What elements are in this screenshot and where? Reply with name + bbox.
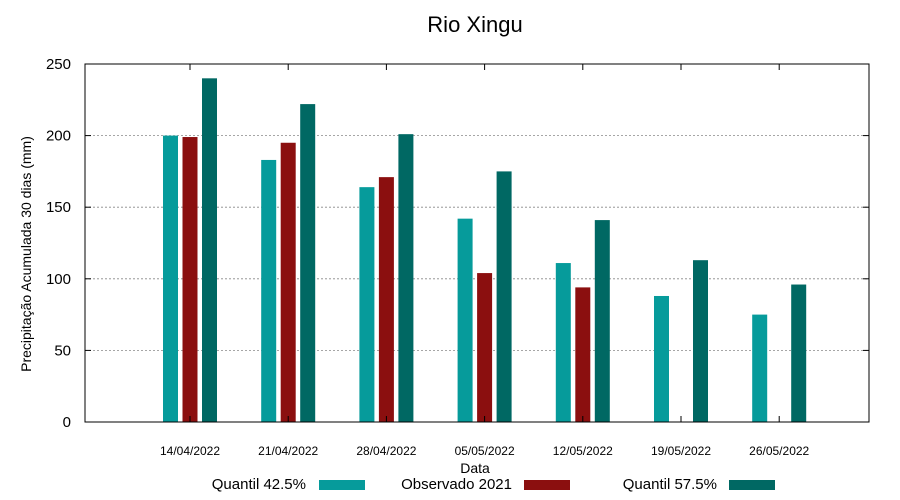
bar-quantil-42-5-1: [261, 159, 277, 422]
y-tick-label: 200: [46, 128, 71, 145]
y-tick-label: 50: [54, 342, 71, 359]
bar-quantil-57-5-5: [693, 260, 708, 422]
x-tick-label: 14/04/2022: [160, 444, 220, 458]
legend-label: Quantil 42.5%: [212, 476, 306, 493]
legend: Quantil 42.5% Observado 2021 Quantil 57.5%: [212, 476, 775, 493]
y-tick-label: 150: [46, 199, 71, 216]
bar-quantil-42-5-6: [752, 314, 768, 422]
gridlines: [85, 135, 869, 351]
x-tick-label: 21/04/2022: [258, 444, 318, 458]
legend-label: Observado 2021: [401, 476, 512, 493]
bar-quantil-57-5-6: [791, 284, 807, 422]
legend-swatch: [319, 480, 365, 490]
bar-observado-2021-0: [182, 137, 198, 423]
bar-quantil-57-5-2: [398, 134, 414, 422]
y-axis-label: Precipitação Acumulada 30 dias (mm): [18, 136, 34, 372]
legend-label: Quantil 57.5%: [623, 476, 717, 493]
y-axis-ticks: 0 50 100 150 200 250: [46, 56, 869, 431]
bar-quantil-57-5-0: [202, 78, 217, 422]
bars: [163, 78, 807, 423]
x-tick-label: 19/05/2022: [651, 444, 711, 458]
x-tick-label: 28/04/2022: [356, 444, 416, 458]
chart-title: Rio Xingu: [427, 12, 522, 37]
bar-observado-2021-1: [280, 142, 296, 422]
y-tick-label: 0: [63, 414, 71, 431]
plot-frame: [84, 63, 870, 423]
legend-swatch: [729, 480, 775, 490]
bar-quantil-42-5-4: [555, 263, 571, 422]
y-tick-label: 250: [46, 56, 71, 73]
bar-quantil-42-5-5: [654, 295, 669, 422]
bar-quantil-57-5-3: [496, 171, 512, 422]
x-tick-label: 26/05/2022: [749, 444, 809, 458]
x-tick-label: 12/05/2022: [553, 444, 613, 458]
bar-quantil-42-5-0: [163, 135, 178, 422]
bar-quantil-42-5-3: [457, 218, 473, 422]
bar-quantil-57-5-4: [594, 220, 610, 422]
bar-quantil-42-5-2: [359, 187, 375, 422]
bar-observado-2021-4: [575, 287, 591, 422]
legend-swatch: [524, 480, 570, 490]
bar-observado-2021-2: [378, 177, 394, 422]
bar-quantil-57-5-1: [300, 104, 316, 422]
y-tick-label: 100: [46, 271, 71, 288]
x-axis-ticks: 14/04/2022 21/04/2022 28/04/2022 05/05/2022…: [160, 64, 810, 458]
x-tick-label: 05/05/2022: [455, 444, 515, 458]
x-axis-label: Data: [460, 460, 490, 476]
bar-observado-2021-3: [477, 273, 493, 422]
